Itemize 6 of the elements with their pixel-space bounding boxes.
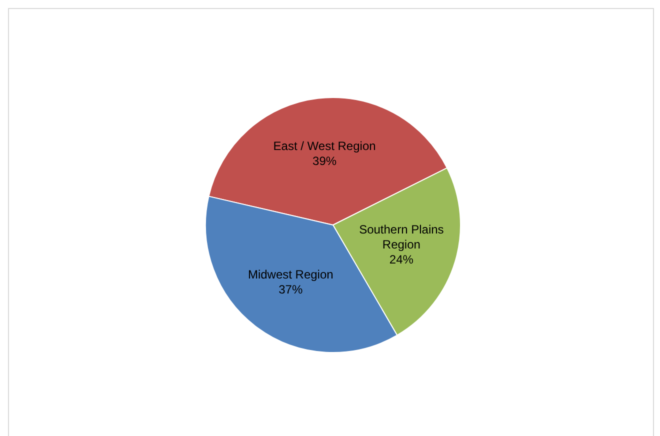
slice-label: Southern Plains Region xyxy=(359,222,444,252)
slice-label: Midwest Region xyxy=(248,267,334,282)
slice-label: East / West Region xyxy=(273,138,376,153)
data-label: 37% xyxy=(278,282,303,296)
data-label: 39% xyxy=(312,154,337,168)
data-label: 24% xyxy=(389,252,414,267)
